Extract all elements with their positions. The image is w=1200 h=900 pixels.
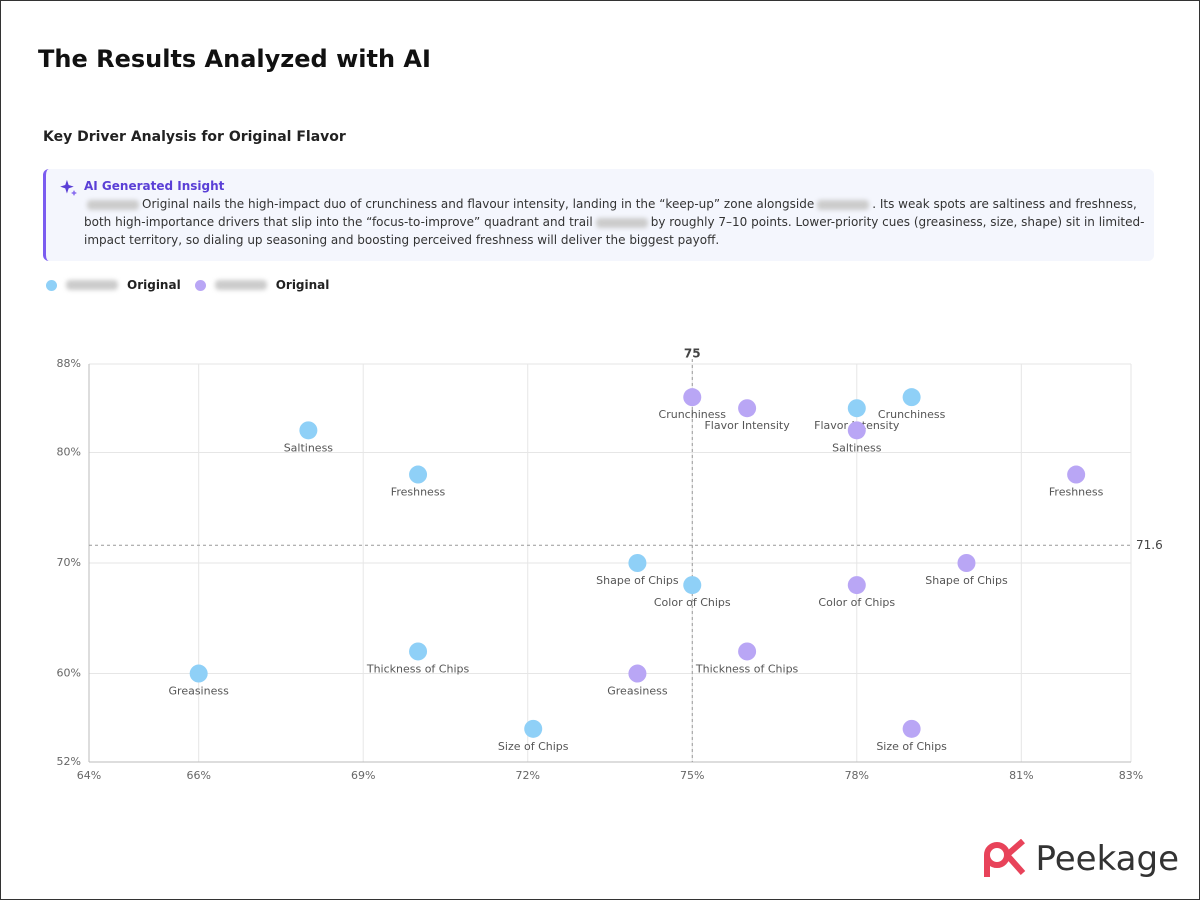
- x-tick-label: 64%: [77, 769, 101, 782]
- blurred-brand: [817, 199, 870, 210]
- point-label: Shape of Chips: [925, 574, 1008, 587]
- y-tick-label: 80%: [57, 445, 81, 458]
- data-point: [409, 642, 428, 661]
- page-title: The Results Analyzed with AI: [38, 45, 431, 73]
- insight-label: AI Generated Insight: [84, 179, 225, 193]
- point-label: Saltiness: [284, 441, 334, 454]
- insight-text: Original nails the high-impact duo of cr…: [84, 195, 1146, 249]
- point-label: Size of Chips: [876, 740, 947, 753]
- point-label: Freshness: [391, 486, 446, 499]
- legend-label: Original: [275, 278, 330, 292]
- reference-label: 75: [684, 347, 701, 361]
- x-tick-label: 66%: [186, 769, 210, 782]
- data-point: [1067, 465, 1086, 484]
- point-label: Freshness: [1049, 486, 1104, 499]
- data-point: [847, 399, 866, 418]
- data-point: [738, 642, 757, 661]
- point-label: Greasiness: [169, 685, 230, 698]
- legend: Original Original: [46, 278, 329, 292]
- x-tick-label: 78%: [845, 769, 869, 782]
- point-label: Thickness of Chips: [366, 662, 470, 675]
- point-label: Crunchiness: [659, 408, 727, 421]
- blurred-brand: [87, 199, 139, 210]
- y-tick-label: 60%: [57, 667, 81, 680]
- insight-segment: by roughly 7–10 points. Lower-priority c…: [84, 215, 1145, 247]
- legend-item: Original: [46, 278, 181, 292]
- insight-box: AI Generated Insight Original nails the …: [43, 169, 1154, 261]
- y-tick-label: 88%: [57, 357, 81, 370]
- x-tick-label: 83%: [1119, 769, 1143, 782]
- card-heading: Key Driver Analysis for Original Flavor: [43, 129, 346, 145]
- legend-swatch: [194, 279, 206, 291]
- blurred-brand: [214, 280, 267, 290]
- point-label: Greasiness: [607, 685, 668, 698]
- x-tick-label: 69%: [351, 769, 375, 782]
- point-label: Saltiness: [832, 441, 882, 454]
- legend-swatch: [46, 279, 57, 291]
- data-point: [628, 554, 647, 572]
- blurred-brand: [595, 217, 648, 228]
- logo: Peekage: [983, 839, 1179, 879]
- logo-text: Peekage: [1035, 839, 1179, 879]
- x-tick-label: 72%: [516, 769, 540, 782]
- point-label: Flavor Intensity: [704, 419, 790, 432]
- data-point: [683, 388, 702, 407]
- legend-label: Original: [127, 278, 181, 292]
- point-label: Color of Chips: [818, 596, 895, 609]
- data-point: [524, 719, 543, 738]
- data-point: [628, 664, 647, 683]
- insight-segment: Original nails the high-impact duo of cr…: [142, 197, 815, 211]
- blurred-brand: [66, 280, 118, 290]
- x-tick-label: 81%: [1009, 769, 1033, 782]
- point-label: Thickness of Chips: [695, 662, 799, 675]
- logo-icon: [984, 839, 1026, 877]
- data-point: [299, 421, 318, 440]
- data-point: [847, 421, 866, 440]
- point-label: Color of Chips: [654, 596, 731, 609]
- point-label: Size of Chips: [498, 740, 569, 753]
- x-tick-label: 75%: [680, 769, 704, 782]
- point-label: Shape of Chips: [596, 574, 679, 587]
- data-point: [902, 388, 921, 407]
- data-point: [847, 576, 866, 595]
- y-tick-label: 52%: [57, 755, 81, 768]
- data-point: [738, 399, 757, 418]
- y-tick-label: 70%: [57, 556, 81, 569]
- legend-item: Original: [194, 278, 330, 292]
- reference-label: 71.6: [1136, 538, 1163, 552]
- data-point: [902, 719, 921, 738]
- data-point: [957, 554, 976, 572]
- insight-segment: . Its weak spots are saltiness and fresh…: [84, 197, 1137, 229]
- data-point: [189, 664, 208, 683]
- data-point: [409, 465, 428, 484]
- data-point: [683, 576, 702, 595]
- point-label: Crunchiness: [878, 408, 946, 421]
- sparkle-icon: [60, 179, 77, 196]
